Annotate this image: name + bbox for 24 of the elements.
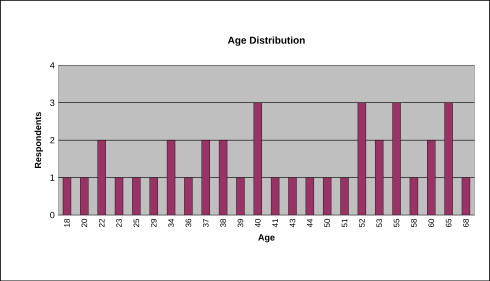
y-tick-label: 0 [50, 212, 54, 218]
bar [150, 177, 158, 215]
bar [97, 140, 106, 215]
bar [358, 102, 366, 215]
bar [202, 140, 210, 215]
y-tick-label: 3 [50, 99, 54, 106]
y-tick-label: 4 [50, 62, 55, 68]
chart-title: Age Distribution [228, 36, 305, 46]
bar [375, 140, 384, 215]
bar [254, 102, 262, 215]
bar [132, 177, 141, 215]
bar [270, 177, 280, 215]
bar [218, 140, 228, 215]
bar [444, 102, 453, 215]
bar [184, 177, 193, 215]
y-axis-title: Respondents [34, 112, 43, 168]
bar [322, 177, 332, 215]
y-tick-label: 2 [50, 136, 54, 144]
bar [80, 177, 89, 215]
bar [306, 177, 314, 215]
x-axis-title: Age [258, 234, 275, 242]
y-tick-label: 1 [50, 174, 54, 181]
bar [427, 140, 436, 215]
bar [410, 177, 418, 215]
